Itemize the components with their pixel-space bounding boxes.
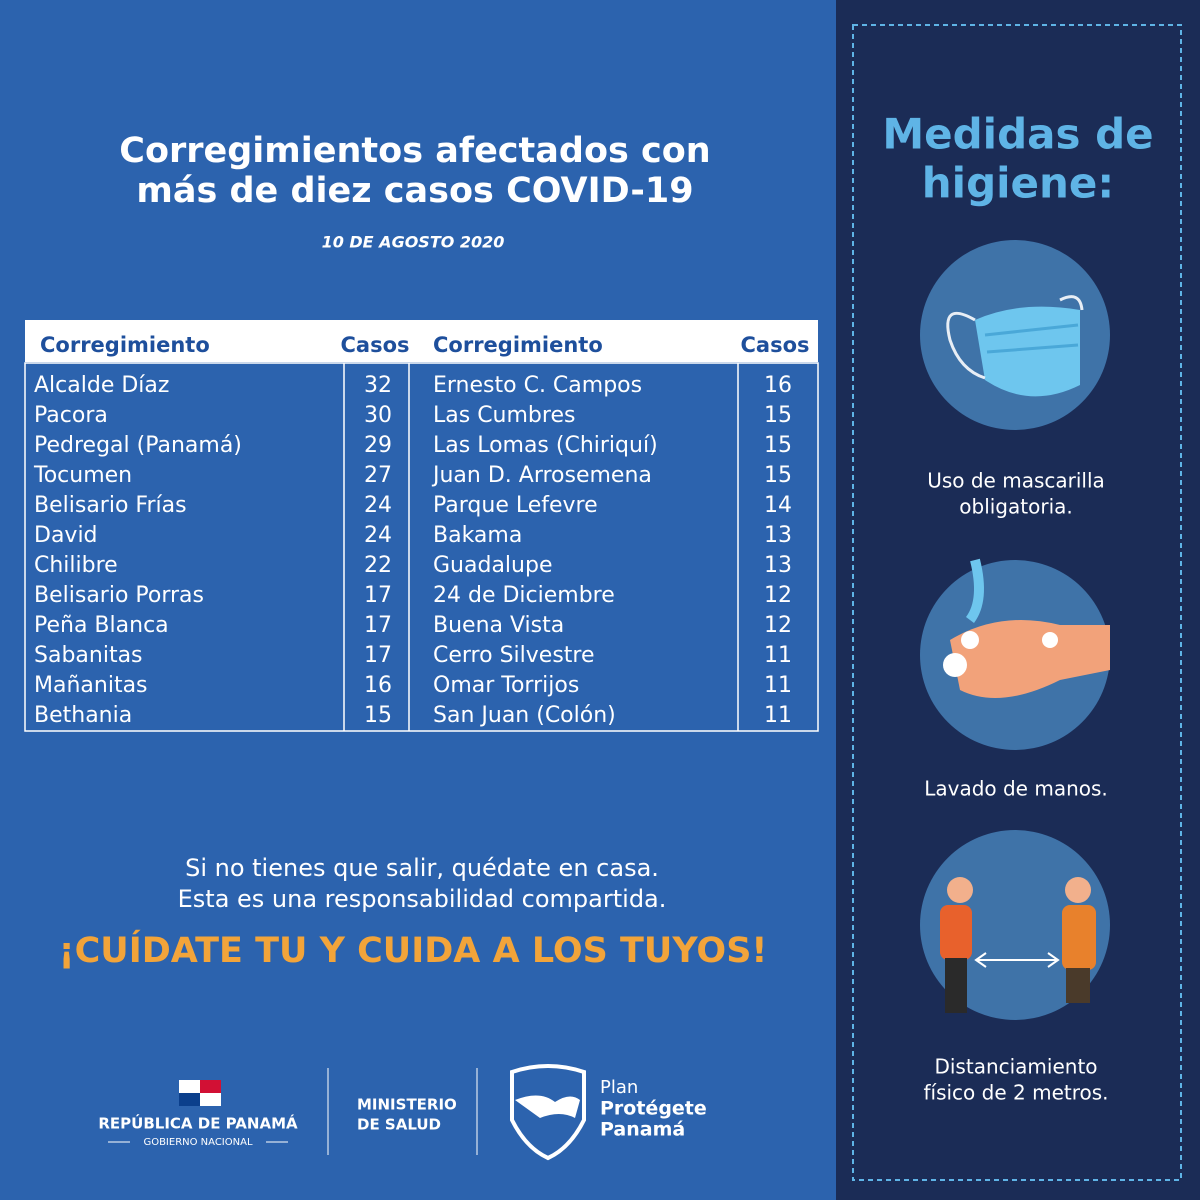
column-header: Corregimiento [433, 333, 603, 357]
flag [179, 1080, 221, 1106]
shield-logo [510, 1064, 586, 1161]
caption: obligatoria. [959, 495, 1072, 519]
title: más de diez casos COVID-19 [136, 171, 693, 211]
place-name: Las Lomas (Chiriquí) [433, 433, 658, 458]
table-header-bg [25, 320, 818, 362]
place-name: Omar Torrijos [433, 673, 579, 698]
case-count: 13 [764, 553, 792, 578]
caption: Uso de mascarilla [927, 469, 1105, 493]
case-count: 13 [764, 523, 792, 548]
caption: físico de 2 metros. [923, 1081, 1108, 1105]
place-name: Ernesto C. Campos [433, 373, 642, 398]
case-count: 11 [764, 643, 792, 668]
date: 10 DE AGOSTO 2020 [322, 233, 505, 252]
map-shape [515, 1095, 580, 1118]
table-border [24, 362, 819, 732]
place-name: Peña Blanca [34, 613, 169, 638]
message: Esta es una responsabilidad compartida. [178, 885, 667, 913]
column-header: Casos [340, 333, 409, 357]
case-count: 11 [764, 703, 792, 728]
case-count: 11 [764, 673, 792, 698]
case-count: 12 [764, 583, 792, 608]
ministry: DE SALUD [357, 1116, 441, 1134]
ministry: MINISTERIO [357, 1096, 457, 1114]
place-name: Bakama [433, 523, 522, 548]
place-name: Cerro Silvestre [433, 643, 595, 668]
caption: Distanciamiento [934, 1055, 1097, 1079]
title: Corregimientos afectados con [119, 131, 710, 171]
place-name: David [34, 523, 98, 548]
case-count: 15 [764, 463, 792, 488]
column-header: Casos [740, 333, 809, 357]
dashed-frame [852, 24, 1182, 1181]
place-name: Belisario Porras [34, 583, 204, 608]
mask-icon [920, 240, 1110, 430]
place-name: Pedregal (Panamá) [34, 433, 242, 458]
place-name: San Juan (Colón) [433, 703, 616, 728]
case-count: 15 [364, 703, 392, 728]
place-name: Tocumen [33, 463, 132, 488]
plan: Protégete [600, 1098, 707, 1120]
sidebar-title: higiene: [922, 159, 1114, 208]
place-name: Guadalupe [433, 553, 552, 578]
case-count: 27 [364, 463, 392, 488]
place-name: Bethania [34, 703, 132, 728]
message: Si no tienes que salir, quédate en casa. [185, 854, 659, 882]
case-count: 14 [764, 493, 792, 518]
plan: Plan [600, 1077, 638, 1098]
place-name: Parque Lefevre [433, 493, 598, 518]
place-name: Pacora [34, 403, 108, 428]
case-count: 24 [364, 523, 392, 548]
slogan: ¡CUÍDATE TU Y CUIDA A LOS TUYOS! [59, 929, 768, 971]
case-count: 16 [764, 373, 792, 398]
column-header: Corregimiento [40, 333, 210, 357]
place-name: Chilibre [34, 553, 118, 578]
case-count: 15 [764, 433, 792, 458]
case-count: 30 [364, 403, 392, 428]
government: GOBIERNO NACIONAL [143, 1137, 252, 1148]
place-name: Sabanitas [34, 643, 143, 668]
main-panel [0, 0, 836, 1200]
handwash-icon [920, 558, 1110, 750]
case-count: 16 [364, 673, 392, 698]
plan: Panamá [600, 1119, 685, 1141]
republic: REPÚBLICA DE PANAMÁ [98, 1114, 298, 1133]
case-count: 29 [364, 433, 392, 458]
case-count: 24 [364, 493, 392, 518]
place-name: Las Cumbres [433, 403, 575, 428]
sidebar-title: Medidas de [882, 110, 1153, 159]
place-name: 24 de Diciembre [433, 583, 615, 608]
caption: Lavado de manos. [924, 777, 1108, 801]
place-name: Buena Vista [433, 613, 564, 638]
place-name: Alcalde Díaz [34, 373, 169, 398]
case-count: 17 [364, 613, 392, 638]
place-name: Mañanitas [34, 673, 148, 698]
case-count: 12 [764, 613, 792, 638]
case-count: 15 [764, 403, 792, 428]
case-count: 32 [364, 373, 392, 398]
place-name: Belisario Frías [34, 493, 187, 518]
case-count: 17 [364, 583, 392, 608]
distancing-icon [920, 830, 1110, 1020]
case-count: 17 [364, 643, 392, 668]
case-count: 22 [364, 553, 392, 578]
place-name: Juan D. Arrosemena [431, 463, 652, 488]
